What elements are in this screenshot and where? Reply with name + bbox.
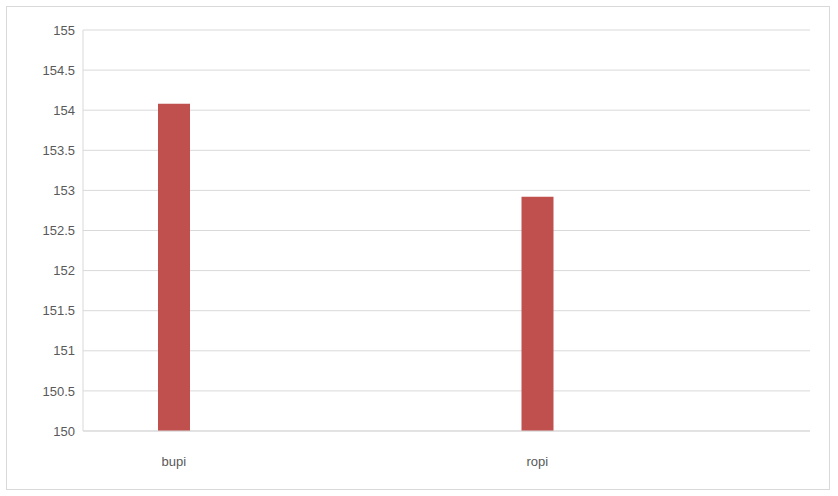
svg-text:151: 151 [53, 343, 75, 358]
svg-text:155: 155 [53, 23, 75, 38]
svg-text:150.5: 150.5 [42, 384, 75, 399]
svg-text:150: 150 [53, 424, 75, 439]
svg-text:153.5: 153.5 [42, 143, 75, 158]
svg-text:bupi: bupi [162, 454, 187, 469]
svg-text:ropi: ropi [527, 454, 549, 469]
svg-text:151.5: 151.5 [42, 303, 75, 318]
svg-text:152.5: 152.5 [42, 223, 75, 238]
svg-text:153: 153 [53, 183, 75, 198]
svg-text:154.5: 154.5 [42, 63, 75, 78]
svg-text:154: 154 [53, 103, 75, 118]
svg-text:152: 152 [53, 263, 75, 278]
